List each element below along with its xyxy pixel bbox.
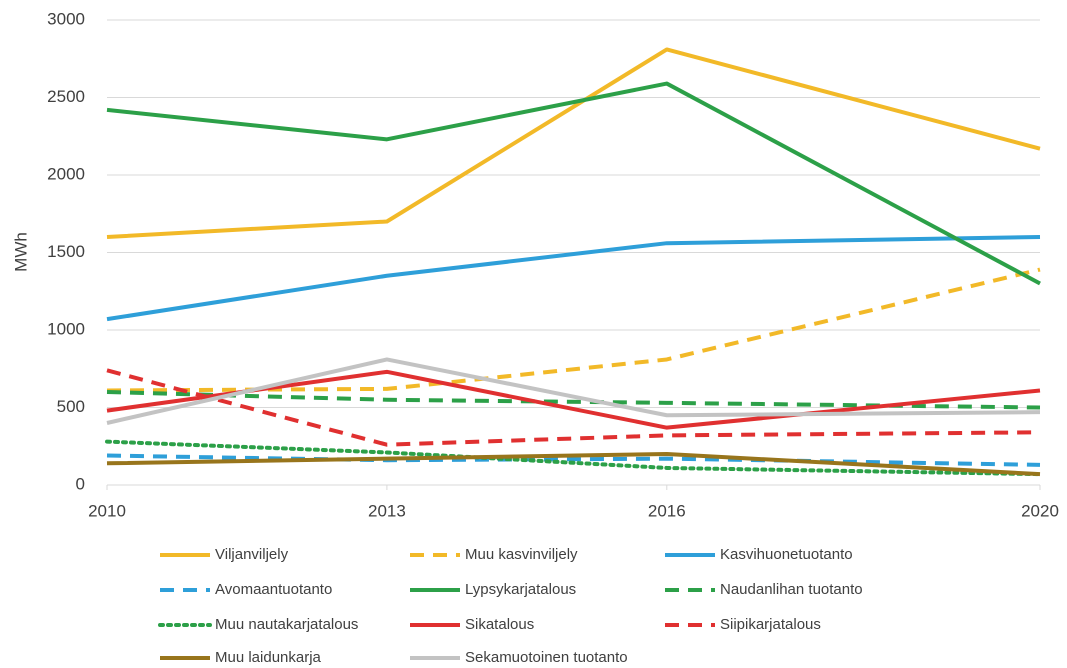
legend-label: Sekamuotoinen tuotanto (465, 649, 628, 666)
x-tick-label: 2010 (88, 501, 126, 520)
series-line (106, 369, 1041, 430)
legend-label: Muu laidunkarja (215, 649, 322, 666)
y-tick-label: 0 (76, 474, 85, 493)
series-line (106, 47, 1041, 239)
y-tick-label: 2000 (47, 164, 85, 183)
y-tick-label: 3000 (47, 9, 85, 28)
legend-label: Naudanlihan tuotanto (720, 581, 863, 598)
y-tick-label: 1500 (47, 242, 85, 261)
series-line (106, 235, 1041, 322)
y-tick-label: 500 (57, 397, 85, 416)
series-line (105, 439, 1042, 477)
y-axis-label: MWh (11, 232, 30, 272)
x-tick-label: 2016 (648, 501, 686, 520)
legend-label: Muu kasvinviljely (465, 546, 578, 563)
series-line (106, 368, 1041, 447)
y-tick-label: 2500 (47, 87, 85, 106)
legend-label: Kasvihuonetuotanto (720, 546, 853, 563)
legend-label: Viljanviljely (215, 546, 289, 563)
legend-label: Muu nautakarjatalous (215, 616, 358, 633)
series-line (106, 452, 1041, 477)
legend-label: Avomaantuotanto (215, 581, 332, 598)
x-tick-label: 2020 (1021, 501, 1059, 520)
y-tick-label: 1000 (47, 319, 85, 338)
series-line (106, 357, 1041, 425)
legend-label: Lypsykarjatalous (465, 581, 576, 598)
series-line (106, 81, 1041, 286)
legend-label: Sikatalous (465, 616, 534, 633)
x-tick-label: 2013 (368, 501, 406, 520)
legend-label: Siipikarjatalous (720, 616, 821, 633)
